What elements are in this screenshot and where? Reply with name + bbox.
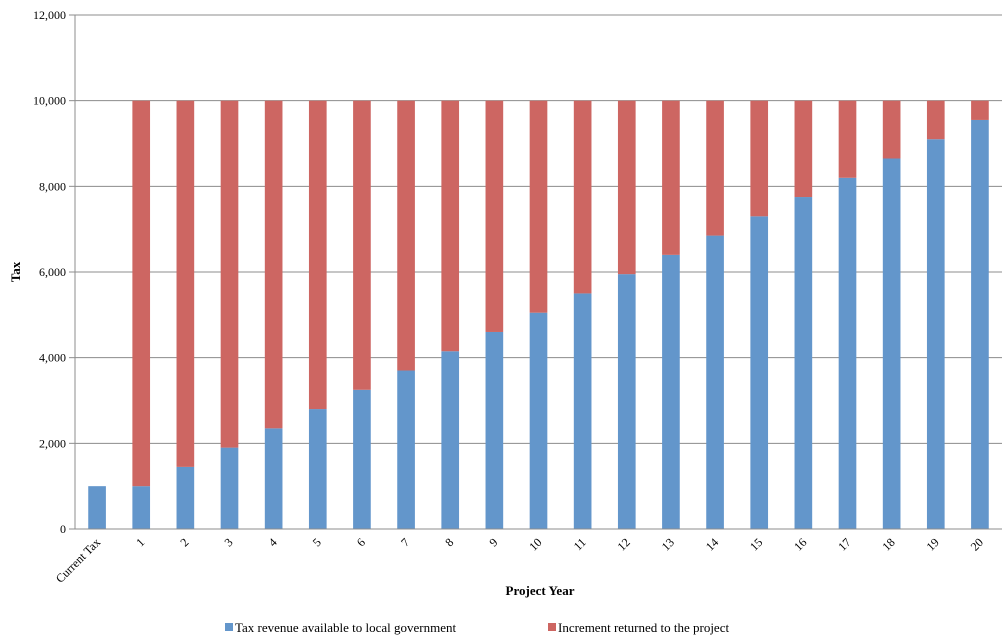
bar-increment-returned	[529, 100, 548, 313]
x-tick-label: 12	[615, 535, 633, 553]
x-tick-label: 11	[571, 535, 589, 553]
bar-local-government	[308, 409, 327, 529]
bar-increment-returned	[176, 100, 195, 467]
bar-increment-returned	[441, 100, 460, 352]
x-tick-labels: Current Tax 1 2 3 4 5 6 7 8 9 10 11 12 13 14 15 16 17 18 19…	[53, 535, 986, 585]
bar-local-government	[485, 331, 504, 529]
x-tick-label: 9	[486, 535, 500, 549]
x-tick-label: 7	[398, 535, 412, 549]
bar-increment-returned	[662, 100, 680, 255]
bar-local-government	[706, 235, 724, 529]
legend-swatch	[225, 623, 233, 631]
bars	[88, 100, 989, 530]
bar-increment-returned	[353, 100, 371, 390]
x-tick-label: 4	[266, 535, 280, 549]
x-tick-label: 17	[835, 535, 853, 553]
bar-increment-returned	[264, 100, 283, 429]
bar-increment-returned	[926, 100, 945, 140]
bar-increment-returned	[794, 100, 813, 198]
bar-increment-returned	[132, 100, 151, 487]
x-tick-label: 8	[442, 535, 456, 549]
bar-increment-returned	[971, 100, 989, 120]
bar-increment-returned	[573, 100, 592, 294]
bar-local-government	[529, 312, 548, 529]
x-tick-label: 5	[310, 535, 324, 549]
bar-local-government	[88, 486, 106, 529]
x-tick-label: 1	[133, 535, 147, 549]
y-tick-label: 8,000	[39, 179, 66, 193]
bar-increment-returned	[617, 100, 636, 275]
bar-local-government	[220, 447, 239, 529]
bar-increment-returned	[397, 100, 415, 371]
y-tick-labels: 0 2,000 4,000 6,000 8,000 10,000 12,000	[33, 8, 66, 536]
axes	[74, 15, 1002, 530]
x-axis-title: Project Year	[506, 583, 575, 598]
bar-local-government	[971, 119, 989, 530]
bar-local-government	[353, 389, 371, 529]
bar-local-government	[882, 158, 901, 529]
bar-increment-returned	[750, 100, 769, 217]
bar-local-government	[132, 486, 151, 529]
bar-local-government	[176, 466, 195, 529]
bar-increment-returned	[220, 100, 239, 448]
x-tick-label: 18	[879, 535, 897, 553]
legend-label: Increment returned to the project	[558, 620, 729, 635]
y-tick-label: 10,000	[33, 94, 66, 108]
x-tick-label: 15	[747, 535, 765, 553]
x-tick-label: Current Tax	[53, 535, 103, 585]
x-tick-label: 2	[177, 535, 191, 549]
x-tick-label: 16	[791, 535, 809, 553]
bar-local-government	[441, 351, 460, 529]
bar-local-government	[617, 274, 636, 529]
bar-local-government	[397, 370, 415, 529]
legend-label: Tax revenue available to local governmen…	[235, 620, 456, 635]
x-tick-label: 10	[526, 535, 544, 553]
y-tick-label: 4,000	[39, 351, 66, 365]
bar-increment-returned	[308, 100, 327, 410]
bar-local-government	[750, 216, 769, 530]
x-tick-label: 14	[703, 535, 721, 553]
y-tick-label: 0	[60, 522, 66, 536]
bar-local-government	[794, 197, 813, 529]
bar-local-government	[662, 254, 680, 529]
bar-increment-returned	[706, 100, 724, 236]
bar-increment-returned	[882, 100, 901, 159]
x-tick-label: 6	[354, 535, 368, 549]
x-tick-label: 13	[659, 535, 677, 553]
x-tick-label: 19	[924, 535, 942, 553]
y-tick-label: 6,000	[39, 265, 66, 279]
y-axis-title: Tax	[8, 261, 23, 282]
bar-increment-returned	[485, 100, 504, 332]
bar-increment-returned	[838, 100, 857, 178]
bar-local-government	[573, 293, 592, 529]
x-tick-label: 3	[221, 535, 235, 549]
y-tick-label: 12,000	[33, 8, 66, 22]
legend-swatch	[548, 623, 556, 631]
bar-local-government	[264, 428, 283, 529]
bar-local-government	[838, 177, 857, 529]
bar-local-government	[926, 139, 945, 529]
legend: Tax revenue available to local governmen…	[225, 620, 729, 635]
y-tick-label: 2,000	[39, 436, 66, 450]
x-tick-label: 20	[968, 535, 986, 553]
